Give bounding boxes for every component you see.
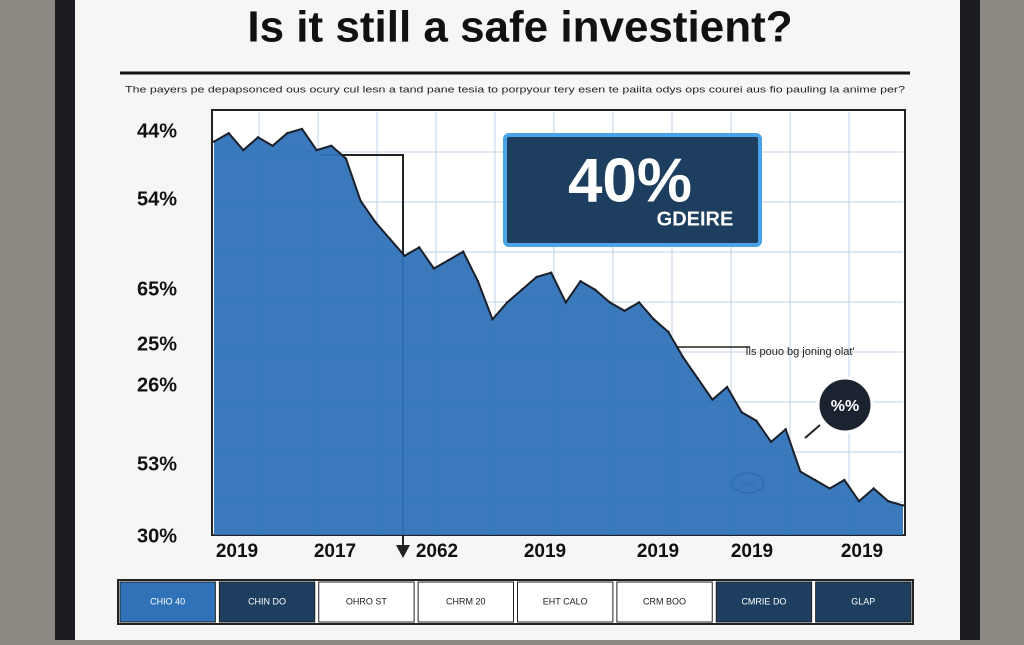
point <box>549 271 553 274</box>
point <box>227 131 230 135</box>
footer-cell <box>715 581 813 623</box>
footer-table: CHIO 40 CHIN DO OHRO ST CHRM 20 EHT CALO CRM … <box>117 579 914 625</box>
point <box>711 398 714 401</box>
point <box>315 148 318 152</box>
x-label: 2019 <box>637 541 679 562</box>
point <box>593 288 597 291</box>
footer-text: CMRIE DO <box>741 596 786 606</box>
footer-text: CHIO 40 <box>150 596 185 606</box>
point <box>769 440 773 444</box>
point <box>887 499 890 503</box>
footer-text: GLAP <box>851 596 875 606</box>
point <box>799 470 802 473</box>
y-label: 54% <box>137 188 177 210</box>
point <box>725 385 729 389</box>
point <box>535 275 538 279</box>
y-label: 53% <box>137 453 177 475</box>
badge <box>816 376 874 434</box>
point <box>359 199 362 203</box>
point <box>696 377 699 380</box>
y-label: 65% <box>137 278 177 300</box>
callout-box <box>503 133 762 247</box>
point <box>813 478 817 482</box>
area <box>214 128 903 535</box>
footer-cell <box>517 581 614 623</box>
point <box>271 144 274 148</box>
badge-text: %% <box>831 398 859 415</box>
footer-text: OHRO ST <box>346 596 388 606</box>
point <box>447 258 450 262</box>
callout-big: 40% <box>568 146 692 215</box>
footer-cell <box>218 581 316 623</box>
point <box>828 487 831 490</box>
point <box>637 301 641 304</box>
point <box>667 330 670 334</box>
point <box>330 144 333 148</box>
line <box>213 127 904 507</box>
point <box>491 318 494 321</box>
point <box>418 246 421 249</box>
x-label: 2019 <box>216 541 258 562</box>
point <box>872 487 875 490</box>
point <box>901 504 905 507</box>
point <box>564 301 568 304</box>
point <box>403 254 406 258</box>
y-label: 44% <box>137 120 177 142</box>
point <box>784 428 787 431</box>
badge-pointer <box>804 424 821 439</box>
point <box>462 250 465 253</box>
title: Is it still a safe investient? <box>247 3 792 52</box>
point <box>344 157 348 160</box>
y-label: 30% <box>137 525 177 547</box>
point <box>300 127 304 131</box>
footer-text: CHIN DO <box>248 596 286 606</box>
point <box>388 237 392 241</box>
footer-cell <box>318 581 415 623</box>
point <box>212 140 216 143</box>
point <box>681 356 685 359</box>
x-label: 2017 <box>314 541 356 562</box>
subtitle: The payers pe depapsonced ous ocury cul … <box>125 85 905 96</box>
point <box>857 499 861 503</box>
callout-small: GDEIRE <box>657 208 734 230</box>
footer-cell <box>119 581 216 623</box>
point <box>476 280 480 283</box>
footer-text: CHRM 20 <box>446 596 486 606</box>
point <box>286 131 289 135</box>
point <box>256 136 260 139</box>
point <box>579 280 582 283</box>
point <box>242 148 245 152</box>
x-label: 2019 <box>841 541 883 562</box>
point <box>432 267 436 270</box>
y-label: 26% <box>137 374 177 396</box>
footer-cell <box>815 581 912 623</box>
point <box>623 309 626 313</box>
point <box>608 301 612 304</box>
point <box>652 318 655 321</box>
point <box>843 478 846 482</box>
marks <box>212 127 905 535</box>
footer-text: CRM BOO <box>643 596 686 606</box>
point <box>520 288 524 291</box>
footer-cell <box>616 581 713 623</box>
arrow-head <box>396 545 410 558</box>
point <box>374 220 377 224</box>
x-label: 2019 <box>524 541 566 562</box>
footer-cell <box>417 581 514 623</box>
point <box>740 411 743 414</box>
annotation: Ils pouo bg joning olat' <box>745 346 854 358</box>
footer-text: EHT CALO <box>543 596 588 606</box>
y-label: 25% <box>137 333 177 355</box>
point <box>505 301 509 304</box>
point <box>755 419 758 422</box>
x-label: 2019 <box>731 541 773 562</box>
x-label: 2062 <box>416 541 458 562</box>
